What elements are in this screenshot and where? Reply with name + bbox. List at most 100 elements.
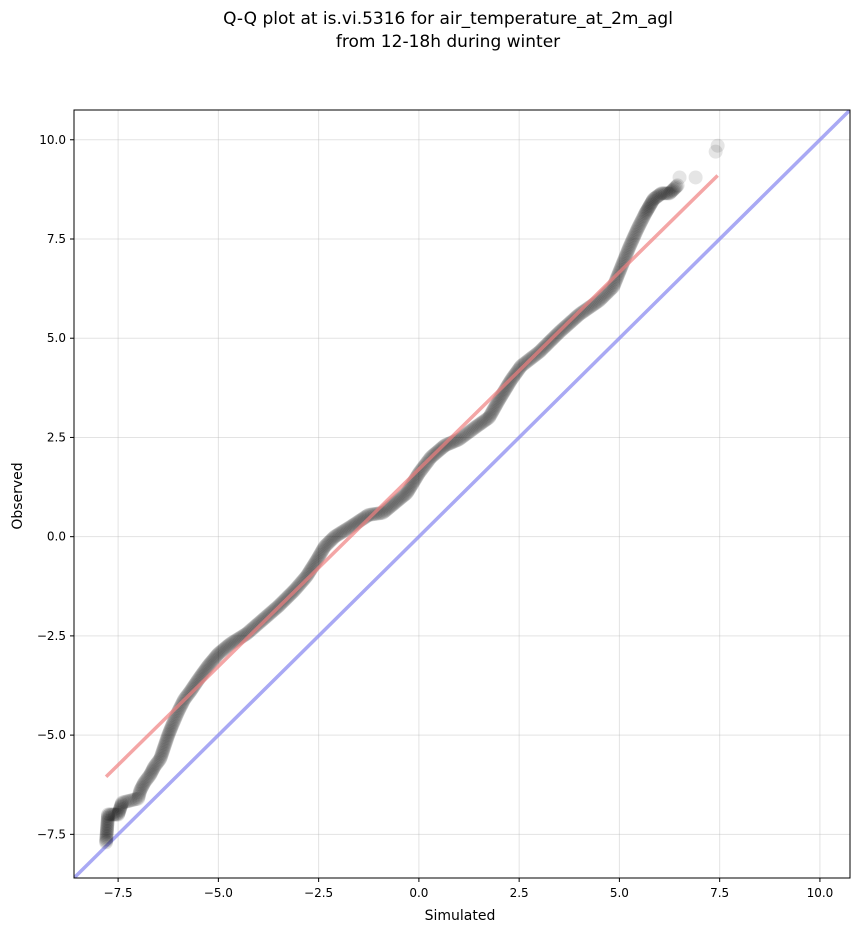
quantile-point bbox=[339, 522, 354, 537]
quantile-point bbox=[403, 480, 418, 495]
quantile-point bbox=[251, 616, 266, 631]
quantile-point bbox=[476, 414, 491, 429]
quantile-point bbox=[111, 806, 126, 821]
quantile-point bbox=[577, 303, 592, 318]
quantile-point bbox=[257, 610, 272, 625]
x-tick-label: −5.0 bbox=[204, 886, 233, 900]
quantile-point bbox=[640, 203, 655, 218]
quantile-point bbox=[393, 490, 408, 505]
quantile-point bbox=[639, 204, 654, 219]
quantile-point bbox=[153, 750, 168, 765]
x-tick-label: −2.5 bbox=[304, 886, 333, 900]
quantile-point bbox=[209, 649, 224, 664]
chart-subtitle: from 12-18h during winter bbox=[335, 32, 561, 52]
quantile-point bbox=[124, 793, 139, 808]
quantile-point bbox=[491, 394, 506, 409]
quantile-point bbox=[369, 506, 384, 521]
quantile-point bbox=[253, 615, 268, 630]
quantile-point bbox=[99, 827, 114, 842]
quantile-point bbox=[487, 400, 502, 415]
quantile-point bbox=[647, 191, 662, 206]
quantile-point bbox=[482, 409, 497, 424]
quantile-point bbox=[619, 246, 634, 261]
quantile-point bbox=[415, 460, 430, 475]
quantile-point bbox=[631, 220, 646, 235]
quantile-point bbox=[440, 437, 455, 452]
quantile-point bbox=[222, 637, 237, 652]
y-tick-label: −2.5 bbox=[37, 629, 66, 643]
quantile-point bbox=[186, 679, 201, 694]
quantile-point bbox=[473, 416, 488, 431]
quantile-point bbox=[634, 214, 649, 229]
quantile-point bbox=[297, 571, 312, 586]
quantile-point bbox=[312, 547, 327, 562]
quantile-point bbox=[133, 782, 148, 797]
quantile-point bbox=[325, 531, 340, 546]
quantile-point bbox=[396, 488, 411, 503]
quantile-point bbox=[218, 640, 233, 655]
quantile-point bbox=[672, 170, 687, 185]
x-tick-label: −7.5 bbox=[104, 886, 133, 900]
quantile-point bbox=[629, 225, 644, 240]
quantile-point bbox=[320, 536, 335, 551]
quantile-point bbox=[468, 420, 483, 435]
quantile-points bbox=[99, 138, 725, 850]
quantile-point bbox=[154, 747, 169, 762]
quantile-point bbox=[458, 427, 473, 442]
quantile-point bbox=[172, 701, 187, 716]
quantile-point bbox=[609, 271, 624, 286]
quantile-point bbox=[133, 783, 148, 798]
y-axis-label: Observed bbox=[10, 462, 26, 529]
quantile-point bbox=[144, 765, 159, 780]
quantile-point bbox=[569, 309, 584, 324]
quantile-point bbox=[185, 680, 200, 695]
quantile-point bbox=[216, 642, 231, 657]
quantile-point bbox=[161, 726, 176, 741]
quantile-point bbox=[152, 753, 167, 768]
quantile-point bbox=[400, 484, 415, 499]
quantile-point bbox=[100, 812, 115, 827]
quantile-point bbox=[500, 379, 515, 394]
quantile-point bbox=[314, 545, 329, 560]
quantile-point bbox=[162, 725, 177, 740]
quantile-point bbox=[461, 425, 476, 440]
fit-line bbox=[104, 174, 719, 779]
quantile-point bbox=[630, 222, 645, 237]
quantile-point bbox=[322, 535, 337, 550]
quantile-point bbox=[143, 767, 158, 782]
quantile-point bbox=[121, 794, 136, 809]
quantile-point bbox=[167, 712, 182, 727]
quantile-point bbox=[662, 186, 677, 201]
quantile-point bbox=[395, 489, 410, 504]
quantile-point bbox=[656, 186, 671, 201]
quantile-point bbox=[311, 550, 326, 565]
quantile-point bbox=[665, 182, 680, 197]
quantile-point bbox=[102, 807, 117, 822]
quantile-point bbox=[571, 308, 586, 323]
quantile-point bbox=[202, 657, 217, 672]
quantile-point bbox=[111, 807, 126, 822]
quantile-point bbox=[150, 755, 165, 770]
quantile-point bbox=[653, 187, 668, 202]
quantile-point bbox=[489, 398, 504, 413]
quantile-point bbox=[619, 247, 634, 262]
quantile-point bbox=[480, 411, 495, 426]
quantile-point bbox=[663, 185, 678, 200]
quantile-point bbox=[136, 777, 151, 792]
quantile-point bbox=[210, 647, 225, 662]
quantile-point bbox=[107, 807, 122, 822]
quantile-point bbox=[626, 231, 641, 245]
quantile-point bbox=[576, 304, 591, 319]
quantile-point bbox=[411, 466, 426, 481]
quantile-point bbox=[295, 574, 310, 589]
quantile-point bbox=[637, 207, 652, 222]
x-tick-label: 5.0 bbox=[610, 886, 629, 900]
quantile-point bbox=[200, 659, 215, 674]
quantile-point bbox=[627, 228, 642, 243]
quantile-point bbox=[100, 820, 115, 835]
quantile-point bbox=[654, 186, 669, 201]
quantile-point bbox=[165, 716, 180, 731]
quantile-point bbox=[500, 378, 515, 393]
quantile-point bbox=[465, 422, 480, 437]
quantile-point bbox=[633, 216, 648, 231]
